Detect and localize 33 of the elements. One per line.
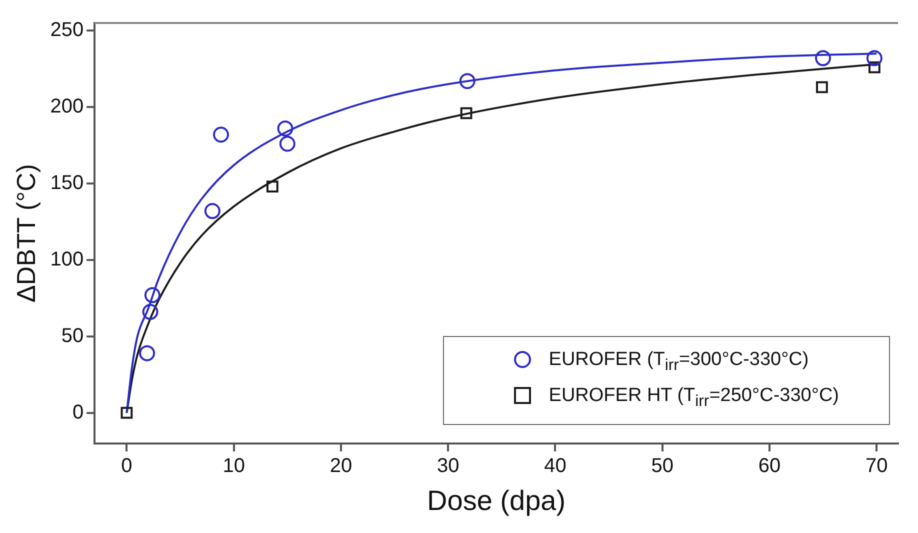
point bbox=[279, 136, 296, 152]
point bbox=[120, 406, 133, 419]
point bbox=[460, 107, 472, 120]
y-tick-label: 50 bbox=[61, 324, 84, 347]
x-tick-label: 50 bbox=[651, 454, 674, 477]
x-tick-label: 70 bbox=[865, 454, 888, 477]
legend-label: EUROFER (T$_{irr}$=300°C-330°C) bbox=[548, 348, 809, 374]
point bbox=[459, 73, 476, 90]
x-tick-label: 20 bbox=[330, 454, 352, 477]
legend-label: EUROFER HT (T$_{irr}$=250°C-330°C) bbox=[548, 384, 839, 410]
point bbox=[142, 304, 158, 320]
point bbox=[815, 50, 832, 66]
point bbox=[144, 287, 160, 304]
point bbox=[212, 126, 229, 143]
y-axis-title: ΔDBTT (°C) bbox=[10, 164, 41, 302]
y-tick-label: 200 bbox=[50, 96, 84, 118]
y-tick-label: 0 bbox=[72, 401, 84, 424]
point bbox=[139, 345, 156, 362]
point bbox=[277, 120, 294, 136]
point bbox=[868, 61, 880, 74]
point bbox=[816, 81, 828, 94]
x-tick-label: 40 bbox=[544, 454, 566, 477]
x-tick-label: 60 bbox=[758, 454, 781, 477]
y-tick-label: 100 bbox=[50, 248, 84, 270]
x-tick-label: 10 bbox=[222, 454, 245, 477]
x-axis-title: Dose (dpa) bbox=[427, 484, 566, 516]
y-tick-label: 250 bbox=[50, 19, 84, 42]
x-tick-label: 30 bbox=[436, 454, 460, 477]
x-tick-label: 0 bbox=[121, 454, 132, 477]
point bbox=[266, 180, 278, 193]
point bbox=[204, 203, 220, 220]
y-tick-label: 150 bbox=[50, 172, 84, 194]
point bbox=[866, 50, 882, 66]
